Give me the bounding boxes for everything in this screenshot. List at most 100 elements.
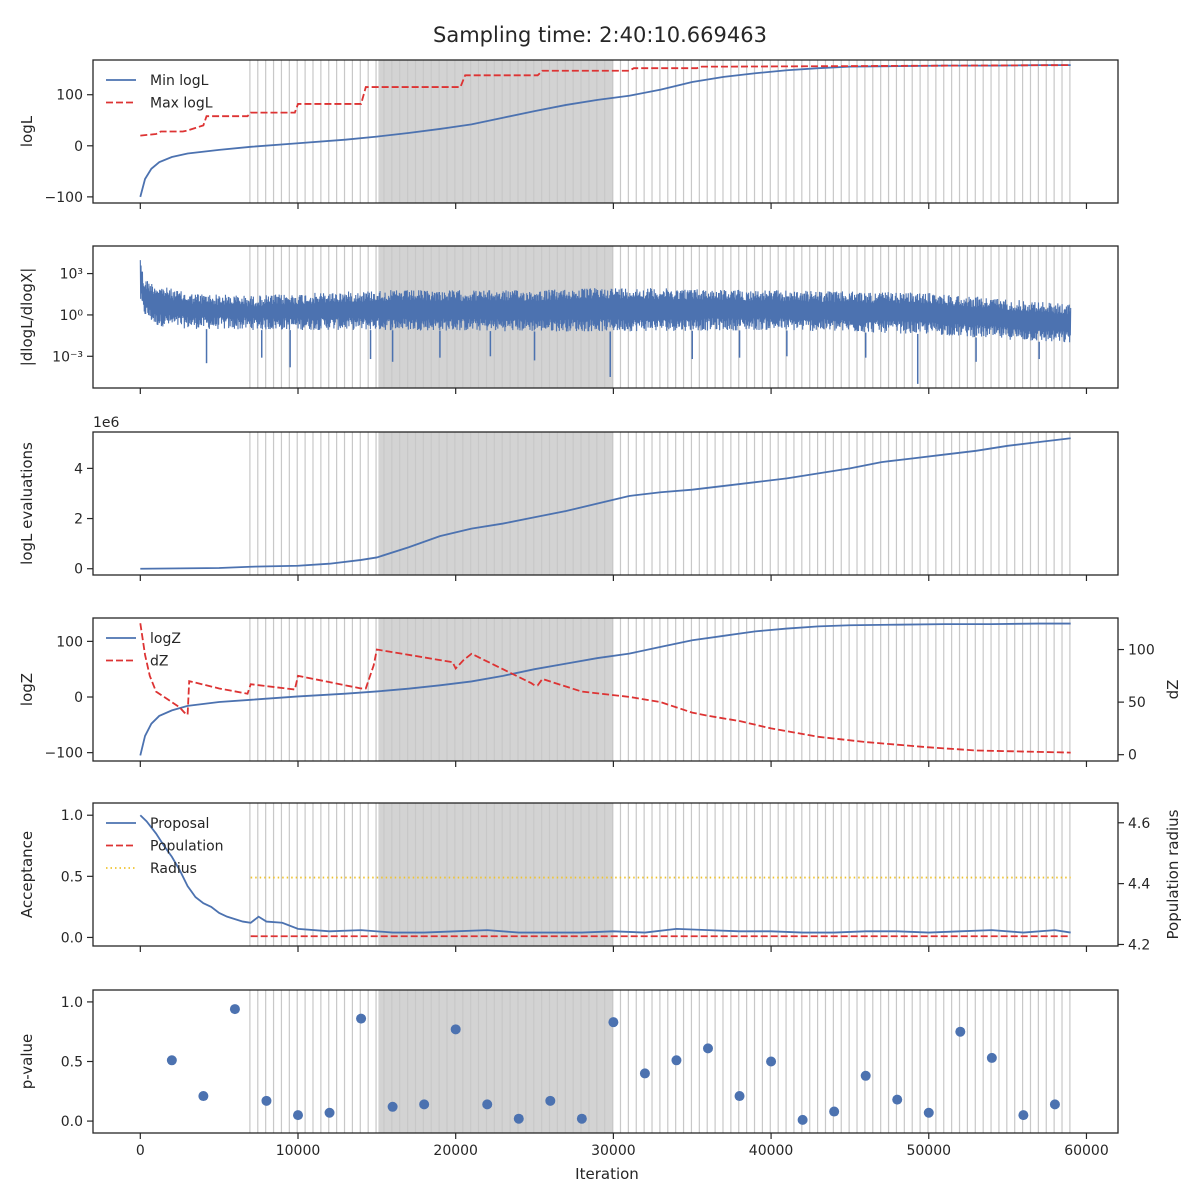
- x-tick-label: 50000: [906, 1143, 951, 1159]
- p-value-point: [703, 1043, 713, 1054]
- p-value-point: [1018, 1110, 1029, 1121]
- legend-label: Proposal: [150, 816, 209, 832]
- y-tick-label: 100: [56, 88, 83, 104]
- x-tick-label: 30000: [591, 1143, 636, 1159]
- p-value-point: [545, 1095, 556, 1106]
- legend-label: Radius: [150, 861, 197, 877]
- p-value-point: [797, 1114, 808, 1125]
- y2-tick-label: 0: [1128, 748, 1137, 764]
- p-value-point: [671, 1055, 682, 1066]
- y-tick-label: 10⁻³: [52, 349, 83, 365]
- panel-2: 10³ 10⁰ 10⁻³ |dlogL/dlogX|: [18, 245, 1119, 394]
- y-offset-label: 1e6: [93, 415, 120, 431]
- y2-tick-label: 4.6: [1128, 816, 1150, 832]
- y2-axis-label: dZ: [1164, 680, 1182, 700]
- legend-label: Min logL: [150, 73, 209, 89]
- panels: −100 0 100 logL Min logL Max logL 10³ 10⁰ 10⁻³ |d…: [18, 59, 1182, 1159]
- series-line-min-logl: [139, 64, 1071, 198]
- panel-frame: [92, 59, 1119, 204]
- y2-tick-label: 50: [1128, 695, 1146, 711]
- y-tick-label: −100: [45, 746, 83, 762]
- panel-4: −100 0 100 logZ 0 50 100 dZ logZ dZ: [18, 617, 1182, 767]
- p-value-point: [608, 1017, 619, 1028]
- y-axis-label: |dlogL/dlogX|: [18, 268, 36, 367]
- p-value-point: [734, 1091, 745, 1102]
- p-value-point: [1049, 1099, 1060, 1110]
- dense-shaded-region: [378, 432, 614, 575]
- dense-shaded-region: [378, 990, 614, 1133]
- p-value-point: [860, 1070, 871, 1081]
- y-axis-label: logL: [18, 115, 36, 147]
- series-line-main: [140, 437, 1071, 570]
- p-value-point: [324, 1107, 335, 1118]
- panel-frame: [92, 431, 1119, 576]
- series-line-dz: [139, 623, 1071, 754]
- panel-6: 0 10000 20000 30000 40000 50000 60000 0.0 0.5 1.0…: [18, 989, 1119, 1159]
- legend-label: dZ: [150, 654, 168, 670]
- derivative-trace: [139, 260, 1072, 343]
- y-tick-label: 1.0: [61, 995, 83, 1011]
- p-value-point: [356, 1013, 367, 1024]
- y-tick-label: 0.5: [61, 869, 83, 885]
- p-value-point: [892, 1094, 903, 1105]
- y-axis-label: logZ: [18, 673, 36, 706]
- y-axis-label: logL evaluations: [18, 442, 36, 565]
- y-tick-label: 10⁰: [60, 308, 84, 324]
- p-value-point: [482, 1099, 493, 1110]
- p-value-point: [198, 1091, 209, 1102]
- x-tick-label: 60000: [1064, 1143, 1109, 1159]
- x-tick-label: 0: [136, 1143, 145, 1159]
- p-value-point: [639, 1068, 650, 1079]
- y-tick-label: 1.0: [61, 808, 83, 824]
- series-line-proposal: [139, 814, 1071, 934]
- series-line-logz: [139, 622, 1071, 756]
- y-tick-label: 0.0: [61, 1114, 83, 1130]
- y-tick-label: 0: [74, 562, 83, 578]
- p-value-point: [261, 1095, 272, 1106]
- y-axis-label: p-value: [18, 1034, 36, 1090]
- y-tick-label: 2: [74, 512, 83, 528]
- panel-frame: [92, 802, 1119, 947]
- p-value-point: [513, 1113, 524, 1124]
- y-tick-label: −100: [45, 190, 83, 206]
- p-value-point: [229, 1004, 240, 1015]
- panel-1: −100 0 100 logL Min logL Max logL: [18, 59, 1119, 209]
- x-axis-label: Iteration: [575, 1165, 639, 1183]
- panel-5: 0.0 0.5 1.0 Acceptance 4.2 4.4 4.6 Population r…: [18, 802, 1182, 953]
- y-tick-label: 0.5: [61, 1055, 83, 1071]
- p-value-point: [450, 1024, 461, 1035]
- p-value-point: [419, 1099, 430, 1110]
- panel-3: 0 2 4 logL evaluations 1e6: [18, 415, 1119, 581]
- y2-tick-label: 4.2: [1128, 937, 1150, 953]
- series-line-max-logl: [140, 64, 1071, 137]
- p-value-point: [986, 1052, 997, 1063]
- y-tick-label: 100: [56, 634, 83, 650]
- y2-tick-label: 4.4: [1128, 877, 1150, 893]
- y2-tick-label: 100: [1128, 643, 1155, 659]
- y-tick-label: 0.0: [61, 930, 83, 946]
- dense-shaded-region: [378, 803, 614, 946]
- panel-frame: [92, 617, 1119, 762]
- p-value-point: [955, 1026, 966, 1037]
- x-tick-label: 10000: [276, 1143, 321, 1159]
- legend-label: Max logL: [150, 96, 213, 112]
- p-value-point: [923, 1107, 934, 1118]
- y-tick-label: 4: [74, 461, 83, 477]
- p-value-point: [387, 1101, 398, 1112]
- x-tick-label: 40000: [749, 1143, 794, 1159]
- y2-axis-label: Population radius: [1164, 809, 1182, 939]
- legend-label: Population: [150, 839, 224, 855]
- y-tick-label: 10³: [60, 267, 83, 283]
- y-tick-label: 0: [74, 690, 83, 706]
- p-value-point: [293, 1110, 303, 1121]
- p-value-point: [576, 1113, 587, 1124]
- y-axis-label: Acceptance: [18, 831, 36, 918]
- p-value-point: [829, 1106, 840, 1117]
- p-value-point: [766, 1056, 777, 1067]
- figure-title: Sampling time: 2:40:10.669463: [433, 23, 767, 47]
- p-value-point: [166, 1055, 177, 1066]
- y-tick-label: 0: [74, 139, 83, 155]
- x-tick-label: 20000: [433, 1143, 478, 1159]
- panel-frame: [92, 245, 1119, 389]
